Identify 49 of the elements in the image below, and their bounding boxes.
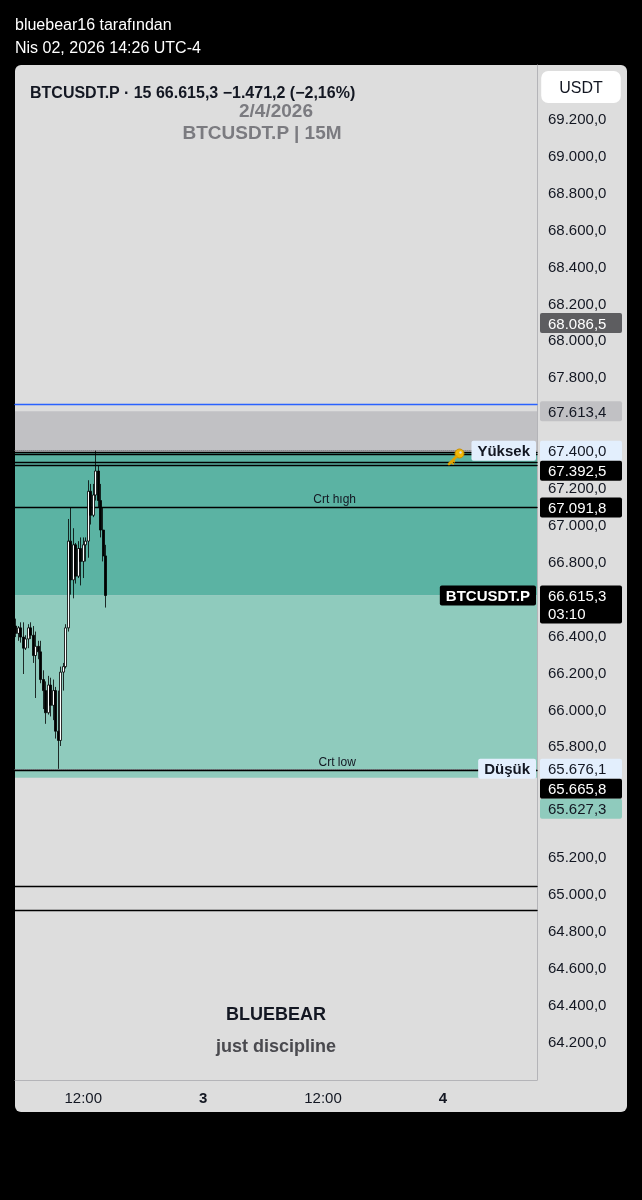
annotation: just discipline [214,1036,337,1056]
y-tick-label: 66.800,0 [548,552,607,570]
annotation: Crt hıgh [313,491,357,506]
y-tick-label: 64.800,0 [548,922,607,940]
annotation: Crt low [318,754,357,769]
y-tick-label: 65.000,0 [548,885,607,903]
y-tick-label: 66.200,0 [548,663,607,681]
y-tick-label: 67.000,0 [548,516,607,534]
y-tick-label: 64.600,0 [548,958,607,976]
annotation: Düşük [484,760,531,778]
y-tick-label: 66.000,0 [548,700,607,718]
y-tick-label: 67.800,0 [548,368,607,386]
band-label: 67.613,4 [548,402,607,420]
text: Nis 02, 2026 14:26 UTC-4 [15,38,201,56]
y-tick-label: 65.200,0 [548,848,607,866]
y-tick-label: 69.000,0 [548,146,607,164]
y-tick-label: 69.200,0 [548,110,607,128]
y-tick-label: 68.000,0 [548,331,607,349]
y-tick-label: 64.400,0 [548,995,607,1013]
band-label: 65.627,3 [548,800,607,818]
y-tick-label: 68.600,0 [548,220,607,238]
y-tick-label: 64.200,0 [548,1032,607,1050]
y-axis-title: USDT [559,78,603,96]
ref-line-label: 65.676,1 [548,760,607,778]
ref-line-label: 67.400,0 [548,442,607,460]
y-tick-label: 68.200,0 [548,294,607,312]
annotation: BTCUSDT.P | 15M [182,122,342,143]
y-tick-label: 66.400,0 [548,626,607,644]
x-tick-label: 4 [438,1089,448,1106]
y-tick-label: 68.400,0 [548,257,607,275]
text: bluebear16 tarafından [15,15,172,33]
y-tick-label: 67.200,0 [548,479,607,497]
annotation: 2/4/2026 [239,100,313,121]
y-tick-label: 68.800,0 [548,183,607,201]
annotation: BTCUSDT.P [445,587,530,605]
y-tick-label: 65.800,0 [548,737,607,755]
text: 68.086,5 [548,314,607,332]
x-tick-label: 3 [198,1089,208,1106]
text: 66.615,3 [548,587,607,605]
annotation: BLUEBEAR [225,1004,327,1024]
ref-line-label: 67.392,5 [548,462,607,480]
x-tick-label: 12:00 [64,1089,103,1106]
ref-line-label: 65.665,8 [548,780,607,798]
x-tick-label: 12:00 [304,1089,342,1106]
ref-line-label: 67.091,8 [548,499,607,517]
text: 03:10 [548,605,586,623]
candlestick [14,618,17,638]
text: BTCUSDT.P · 15 66.615,3 −1.471,2 (−2,16%) [30,83,356,101]
annotation: Yüksek [477,442,531,460]
